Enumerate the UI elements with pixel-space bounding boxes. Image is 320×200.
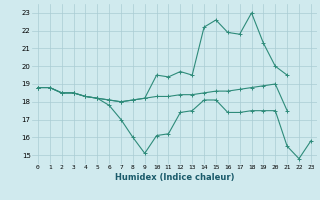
X-axis label: Humidex (Indice chaleur): Humidex (Indice chaleur) — [115, 173, 234, 182]
